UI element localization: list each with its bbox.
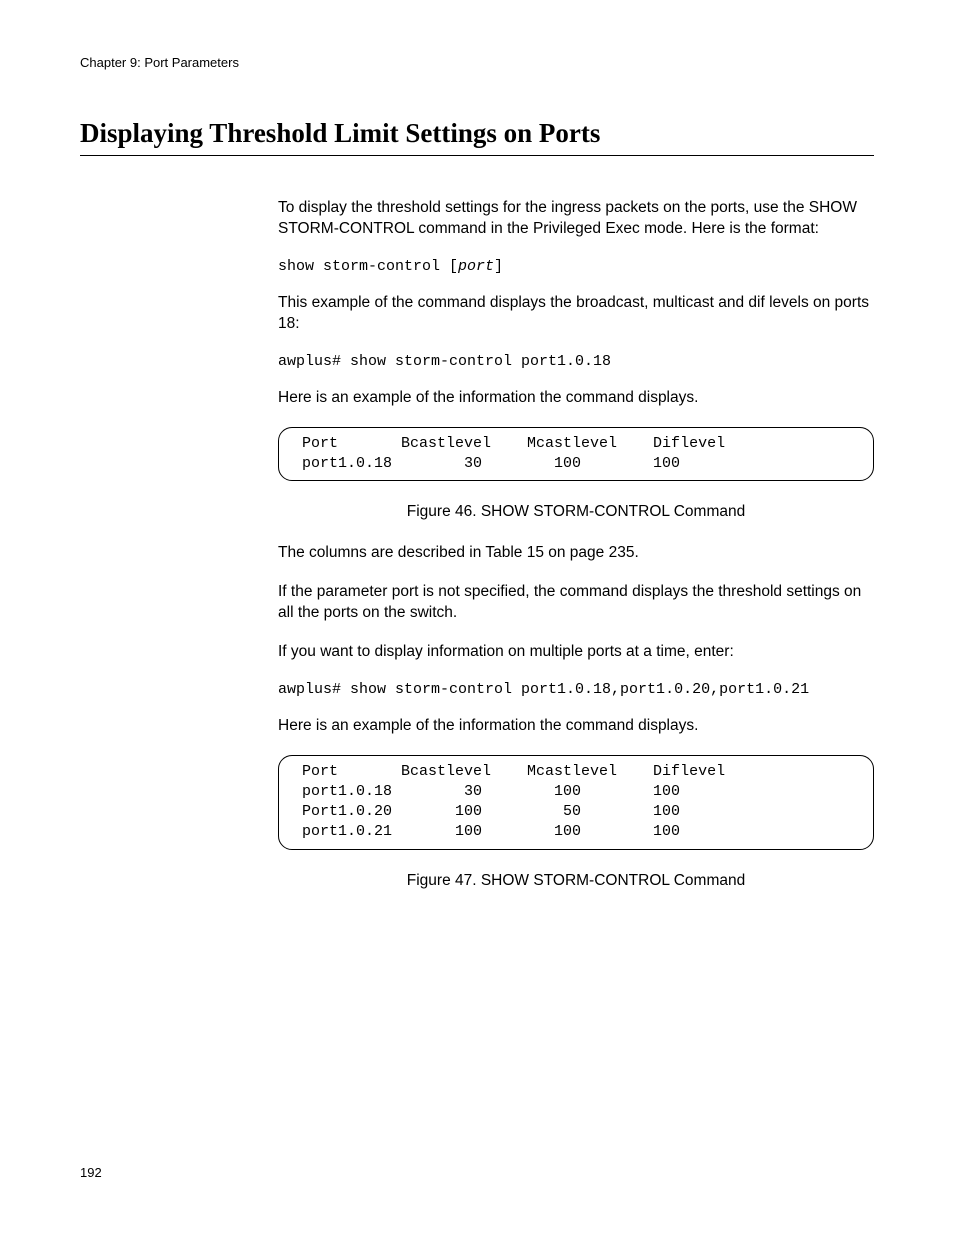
example1-intro: This example of the command displays the… (278, 293, 874, 335)
section-title: Displaying Threshold Limit Settings on P… (80, 118, 874, 149)
example2-output-intro: Here is an example of the information th… (278, 716, 874, 737)
figure-46-caption: Figure 46. SHOW STORM-CONTROL Command (278, 503, 874, 521)
syntax-suffix: ] (494, 258, 503, 275)
output-box-1: Port Bcastlevel Mcastlevel Diflevel port… (278, 427, 874, 482)
page-container: Chapter 9: Port Parameters Displaying Th… (0, 0, 954, 1235)
body-column: To display the threshold settings for th… (278, 198, 874, 890)
columns-paragraph: The columns are described in Table 15 on… (278, 543, 874, 564)
command-example-1: awplus# show storm-control port1.0.18 (278, 353, 874, 370)
figure-47-caption: Figure 47. SHOW STORM-CONTROL Command (278, 872, 874, 890)
syntax-line: show storm-control [port] (278, 258, 874, 275)
page-number: 192 (80, 1165, 102, 1180)
output-box-2: Port Bcastlevel Mcastlevel Diflevel port… (278, 755, 874, 850)
syntax-param: port (458, 258, 494, 275)
example1-output-intro: Here is an example of the information th… (278, 388, 874, 409)
syntax-prefix: show storm-control [ (278, 258, 458, 275)
intro-paragraph: To display the threshold settings for th… (278, 198, 874, 240)
title-rule (80, 155, 874, 156)
multiple-paragraph: If you want to display information on mu… (278, 642, 874, 663)
unspecified-paragraph: If the parameter port is not specified, … (278, 582, 874, 624)
chapter-header: Chapter 9: Port Parameters (80, 55, 874, 70)
command-example-2: awplus# show storm-control port1.0.18,po… (278, 681, 874, 698)
